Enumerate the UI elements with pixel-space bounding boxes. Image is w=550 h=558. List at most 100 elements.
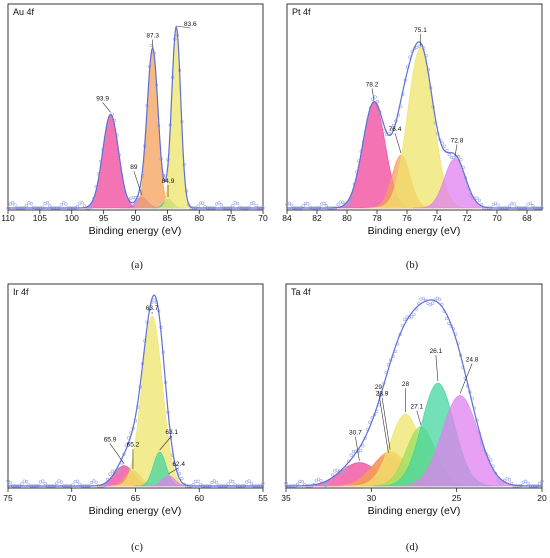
data-point — [198, 482, 203, 486]
data-point — [431, 301, 435, 305]
data-point — [249, 481, 254, 485]
peak-label: 65.2 — [127, 442, 140, 449]
data-point — [500, 480, 505, 485]
data-point — [347, 201, 352, 205]
data-point — [196, 204, 200, 208]
panel-c-sublabel: (c) — [131, 542, 143, 553]
data-point — [43, 481, 47, 486]
data-point — [375, 100, 380, 104]
panel-a-plot: 93.9 89 87.3 84.9 83.6 — [6, 21, 265, 210]
peak-label-arrow — [435, 355, 439, 382]
data-point — [210, 480, 214, 485]
panel-b-title: Pt 4f — [292, 7, 311, 17]
data-point — [231, 479, 235, 484]
x-tick-label: 70 — [492, 213, 502, 223]
panel-a: Au 4f 93.9 89 87.3 84.9 83.6 110 105 100 95 90 85… — [1, 3, 268, 271]
data-point — [528, 201, 533, 205]
peak-label: 28.9 — [376, 391, 389, 398]
data-point — [254, 203, 258, 208]
data-point — [426, 301, 430, 305]
data-point — [62, 201, 66, 205]
data-point — [6, 479, 10, 483]
peak-label-arrow — [168, 467, 179, 475]
data-point — [322, 201, 326, 205]
data-point — [410, 315, 414, 319]
peak-label: 28 — [402, 381, 410, 388]
peak-label-arrow — [355, 436, 360, 461]
data-point — [41, 479, 45, 483]
data-point — [296, 482, 300, 486]
peak-label: 84.9 — [162, 178, 175, 185]
data-point — [59, 203, 63, 207]
x-tick-label: 25 — [452, 493, 462, 503]
data-point — [526, 481, 530, 485]
peak-component — [110, 315, 194, 487]
data-point — [89, 481, 94, 485]
data-point — [468, 193, 472, 197]
data-point — [78, 482, 82, 486]
peak-label-arrow — [416, 410, 422, 425]
x-tick-label: 78 — [372, 213, 382, 223]
data-point — [345, 203, 349, 207]
envelope-fit-line — [287, 41, 542, 209]
x-tick-label: 70 — [67, 493, 77, 503]
data-point — [13, 203, 17, 207]
data-point — [287, 201, 291, 205]
panel-c: Ir 4f 65.9 65.2 63.7 63.1 62.4 75 70 65 60 55 Bi… — [3, 283, 268, 553]
data-point — [24, 480, 29, 484]
data-point — [29, 201, 33, 206]
data-point — [330, 473, 335, 477]
x-tick-label: 20 — [537, 493, 547, 503]
data-point — [494, 201, 498, 205]
data-point — [507, 204, 512, 208]
data-point — [403, 317, 407, 322]
panel-d-sublabel: (d) — [406, 542, 419, 553]
data-point — [300, 480, 304, 484]
data-point — [428, 303, 432, 307]
data-point — [524, 479, 528, 483]
data-point — [201, 201, 205, 205]
data-point — [512, 202, 516, 206]
peak-label: 87.3 — [146, 33, 159, 40]
peak-label-arrow — [378, 390, 389, 453]
peak-label-arrow — [454, 144, 458, 157]
data-point — [507, 478, 512, 482]
data-point — [540, 479, 544, 484]
data-point — [531, 204, 535, 208]
peak-component — [78, 114, 143, 209]
panel-c-x-ticks: 75 70 65 60 55 — [3, 488, 268, 503]
panel-b-sublabel: (b) — [406, 260, 419, 271]
x-tick-label: 82 — [312, 213, 322, 223]
data-point — [361, 444, 365, 448]
data-point — [219, 203, 223, 207]
x-tick-label: 105 — [33, 213, 47, 223]
panel-d-frame — [285, 283, 543, 489]
panel-b: Pt 4f 78.2 76.4 75.1 72.8 84 82 80 78 76 74 72 70 6… — [282, 3, 544, 271]
data-point — [344, 465, 349, 470]
x-tick-label: 80 — [195, 213, 205, 223]
data-point — [444, 316, 449, 321]
data-point — [24, 203, 29, 208]
panel-c-plot: 65.9 65.2 63.7 63.1 62.4 — [6, 294, 265, 488]
panel-d-xlabel: Binding energy (eV) — [368, 505, 461, 517]
data-point — [447, 153, 451, 157]
x-tick-label: 95 — [99, 213, 109, 223]
data-point — [261, 481, 265, 485]
data-point — [235, 201, 240, 206]
data-point — [45, 201, 50, 205]
x-tick-label: 72 — [462, 213, 472, 223]
x-tick-label: 75 — [226, 213, 236, 223]
data-point — [290, 203, 294, 207]
peak-label: 83.6 — [184, 21, 197, 28]
x-tick-label: 85 — [163, 213, 173, 223]
data-point — [336, 203, 340, 207]
data-point — [335, 468, 339, 472]
envelope-fit-line — [8, 26, 263, 209]
data-point — [301, 204, 305, 208]
data-point — [247, 479, 251, 483]
data-point — [326, 482, 330, 487]
x-tick-label: 68 — [522, 213, 532, 223]
data-point — [538, 482, 542, 486]
data-point — [389, 128, 393, 132]
